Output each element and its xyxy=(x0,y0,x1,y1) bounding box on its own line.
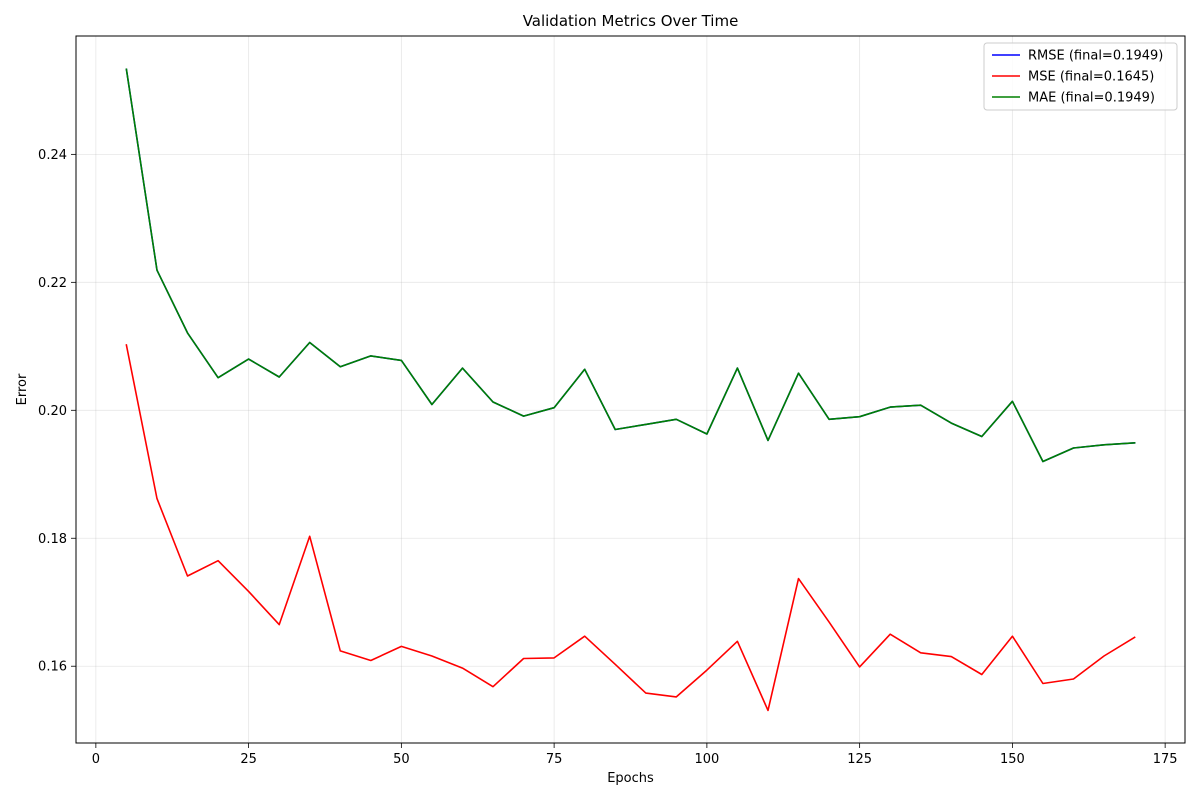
chart-title: Validation Metrics Over Time xyxy=(523,12,739,30)
y-tick-label: 0.16 xyxy=(38,660,67,675)
legend-label-1: MSE (final=0.1645) xyxy=(1028,70,1154,85)
x-axis-label: Epochs xyxy=(607,771,654,786)
y-tick-label: 0.20 xyxy=(38,404,67,419)
y-tick-label: 0.18 xyxy=(38,532,67,547)
legend-label-0: RMSE (final=0.1949) xyxy=(1028,49,1163,64)
x-tick-label: 100 xyxy=(694,752,719,767)
y-axis-label: Error xyxy=(15,373,30,405)
plot-frame xyxy=(75,35,1186,744)
y-tick-label: 0.24 xyxy=(38,148,67,163)
series-layer xyxy=(125,68,1136,712)
legend: RMSE (final=0.1949) MSE (final=0.1645) MAE… xyxy=(983,42,1178,111)
series-line-2 xyxy=(125,68,1136,463)
series-line-1 xyxy=(125,344,1136,712)
legend-box xyxy=(983,42,1178,111)
grid-layer xyxy=(76,36,1185,743)
x-tick-label: 0 xyxy=(92,752,100,767)
tick-layer: 0 25 50 75 100 125 150 175 0.16 0.18 0.20 0.22 0.24 xyxy=(38,148,1178,767)
y-tick-label: 0.22 xyxy=(38,276,67,291)
x-tick-label: 175 xyxy=(1153,752,1178,767)
x-tick-label: 50 xyxy=(393,752,410,767)
x-tick-label: 75 xyxy=(546,752,563,767)
x-tick-label: 125 xyxy=(847,752,872,767)
x-tick-label: 25 xyxy=(240,752,257,767)
x-tick-label: 150 xyxy=(1000,752,1025,767)
legend-label-2: MAE (final=0.1949) xyxy=(1028,91,1155,106)
